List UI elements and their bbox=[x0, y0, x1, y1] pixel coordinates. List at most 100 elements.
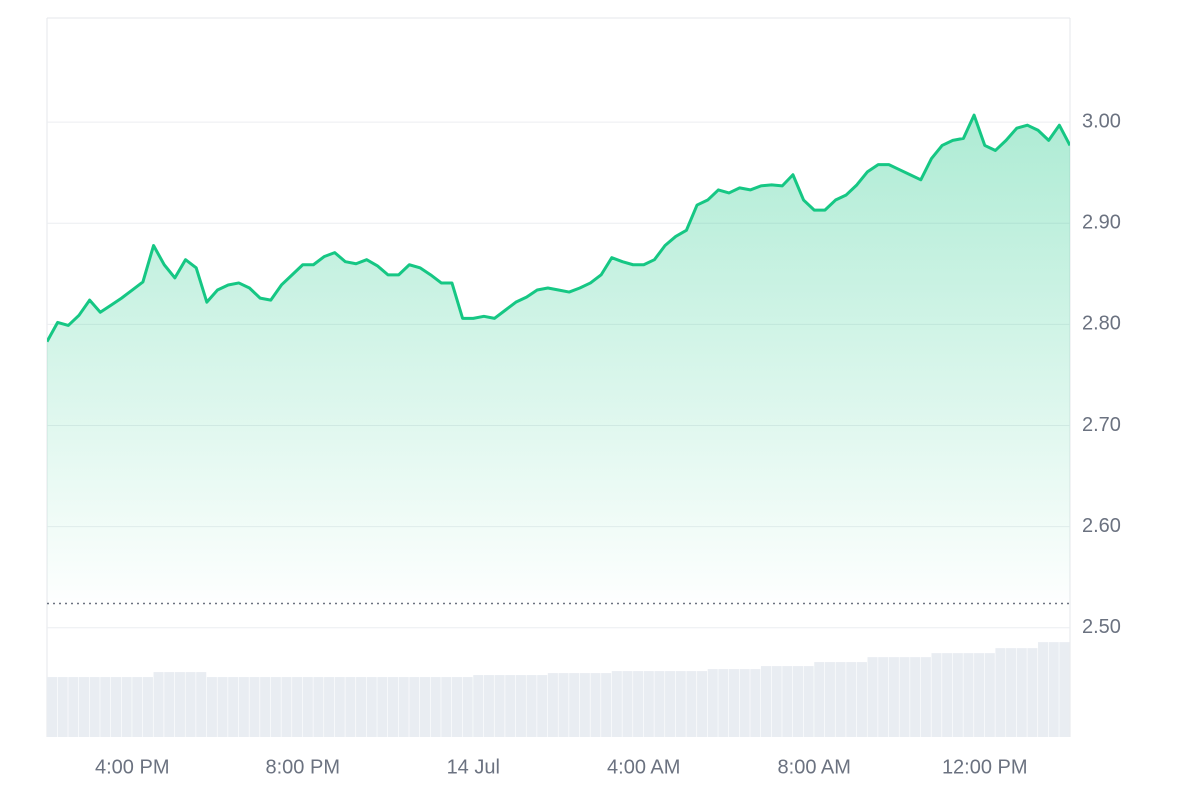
volume-bar bbox=[270, 677, 281, 737]
y-tick-label: 2.70 bbox=[1082, 414, 1121, 436]
volume-bar bbox=[249, 677, 260, 737]
volume-bar bbox=[729, 669, 740, 737]
volume-bar bbox=[473, 675, 484, 737]
volume-bar bbox=[206, 677, 217, 737]
volume-bar bbox=[899, 657, 910, 737]
volume-bar bbox=[185, 672, 196, 737]
volume-bar bbox=[665, 671, 676, 737]
volume-bar bbox=[622, 671, 633, 737]
volume-bar bbox=[697, 671, 708, 737]
volume-bar bbox=[121, 677, 132, 737]
volume-bar bbox=[792, 666, 803, 737]
plot-area bbox=[47, 113, 1080, 737]
x-tick-label: 14 Jul bbox=[447, 756, 500, 778]
volume-bar bbox=[718, 669, 729, 737]
volume-bar bbox=[835, 662, 846, 737]
volume-bar bbox=[537, 675, 548, 737]
volume-bar bbox=[89, 677, 100, 737]
volume-bar bbox=[526, 675, 537, 737]
volume-bar bbox=[590, 673, 601, 737]
x-tick-label: 8:00 PM bbox=[266, 756, 340, 778]
volume-bar bbox=[707, 669, 718, 737]
volume-bar bbox=[313, 677, 324, 737]
volume-bar bbox=[547, 673, 558, 737]
volume-bar bbox=[675, 671, 686, 737]
volume-bar bbox=[1070, 642, 1080, 737]
volume-bar bbox=[366, 677, 377, 737]
volume-bar bbox=[782, 666, 793, 737]
volume-bar bbox=[483, 675, 494, 737]
x-tick-label: 4:00 AM bbox=[607, 756, 680, 778]
volume-bar bbox=[228, 677, 239, 737]
volume-bar bbox=[888, 657, 899, 737]
y-tick-label: 2.90 bbox=[1082, 212, 1121, 234]
volume-bar bbox=[196, 672, 207, 737]
volume-bar bbox=[739, 669, 750, 737]
volume-bar bbox=[462, 677, 473, 737]
volume-bar bbox=[1038, 642, 1049, 737]
volume-bar bbox=[441, 677, 452, 737]
y-tick-label: 2.60 bbox=[1082, 515, 1121, 537]
y-tick-label: 2.50 bbox=[1082, 616, 1121, 638]
volume-bar bbox=[409, 677, 420, 737]
volume-bar bbox=[1016, 648, 1027, 737]
volume-bar bbox=[910, 657, 921, 737]
volume-bar bbox=[153, 672, 164, 737]
volume-bar bbox=[760, 666, 772, 737]
volume-bar bbox=[217, 677, 228, 737]
volume-bar bbox=[1059, 642, 1070, 737]
volume-bar bbox=[771, 666, 782, 737]
volume-bar bbox=[132, 677, 143, 737]
volume-bar bbox=[803, 666, 814, 737]
volume-bar bbox=[57, 677, 68, 737]
volume-bar bbox=[47, 677, 58, 737]
volume-bar bbox=[398, 677, 409, 737]
volume-bar bbox=[686, 671, 697, 737]
y-tick-label: 2.80 bbox=[1082, 313, 1121, 335]
price-line bbox=[47, 113, 1070, 343]
volume-bar bbox=[1027, 648, 1038, 737]
volume-bar bbox=[356, 677, 367, 737]
price-area bbox=[47, 115, 1070, 737]
volume-bar bbox=[856, 662, 867, 737]
volume-bar bbox=[633, 671, 644, 737]
volume-bar bbox=[643, 671, 654, 737]
volume-bar bbox=[558, 673, 569, 737]
volume-bar bbox=[601, 673, 612, 737]
volume-bar bbox=[142, 677, 153, 737]
volume-bar bbox=[942, 653, 953, 737]
volume-bar bbox=[963, 653, 974, 737]
volume-bar bbox=[238, 677, 249, 737]
volume-bar bbox=[110, 677, 121, 737]
volume-bar bbox=[174, 672, 185, 737]
volume-bar bbox=[494, 675, 505, 737]
volume-bar bbox=[995, 648, 1006, 737]
volume-bar bbox=[611, 671, 622, 737]
x-tick-label: 4:00 PM bbox=[95, 756, 169, 778]
volume-bar bbox=[920, 657, 931, 737]
x-tick-label: 8:00 AM bbox=[778, 756, 851, 778]
volume-bar bbox=[302, 677, 313, 737]
volume-bar bbox=[164, 672, 175, 737]
volume-bar bbox=[984, 653, 995, 737]
volume-bar bbox=[569, 673, 580, 737]
volume-bar bbox=[388, 677, 399, 737]
volume-bar bbox=[1048, 642, 1059, 737]
volume-bar bbox=[974, 653, 985, 737]
volume-bar bbox=[952, 653, 963, 737]
volume-bar bbox=[931, 653, 942, 737]
volume-bar bbox=[377, 677, 388, 737]
volume-bar bbox=[334, 677, 345, 737]
volume-bar bbox=[515, 675, 526, 737]
volume-bar bbox=[78, 677, 90, 737]
volume-bar bbox=[430, 677, 441, 737]
volume-bar bbox=[260, 677, 271, 737]
x-tick-label: 12:00 PM bbox=[942, 756, 1028, 778]
y-tick-label: 3.00 bbox=[1082, 110, 1121, 132]
volume-bar bbox=[814, 662, 825, 737]
volume-bar bbox=[878, 657, 889, 737]
volume-bar bbox=[505, 675, 516, 737]
volume-bar bbox=[345, 677, 356, 737]
volume-bar bbox=[867, 657, 878, 737]
